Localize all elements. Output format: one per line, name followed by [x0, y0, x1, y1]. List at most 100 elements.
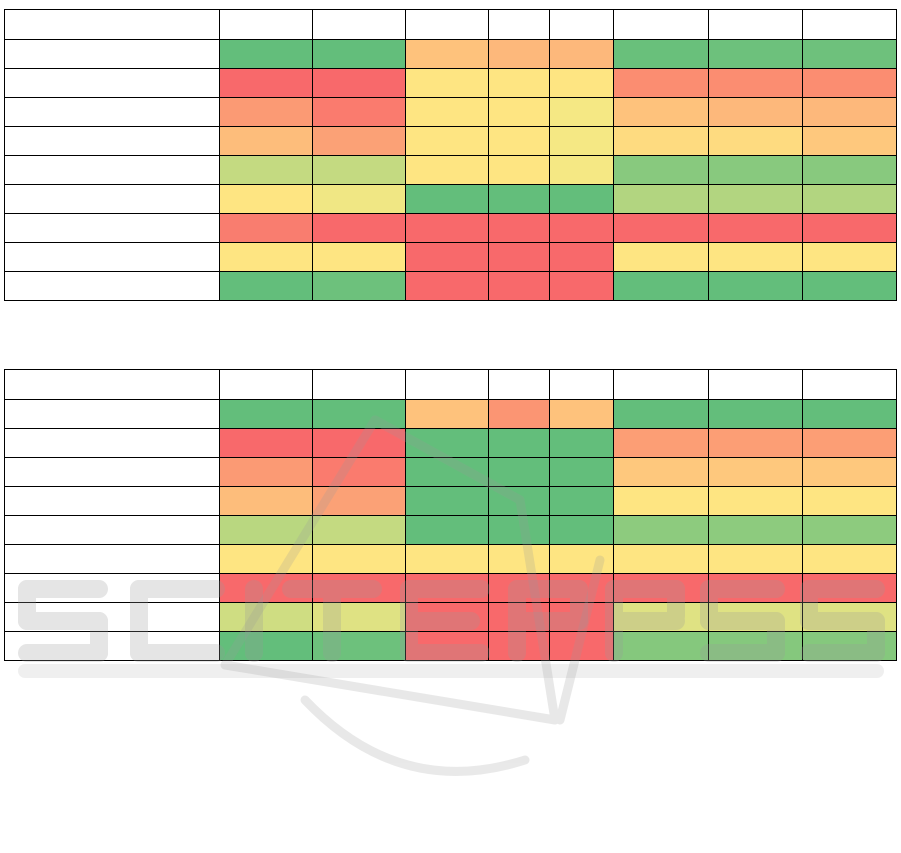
heatmap-cell	[802, 457, 897, 487]
heatmap-cell	[708, 428, 803, 458]
heatmap-cell	[405, 486, 489, 516]
heatmap-cell	[708, 126, 803, 156]
heatmap-cell	[708, 602, 803, 632]
heatmap-cell	[219, 369, 313, 400]
heatmap-row-label-cell	[4, 97, 220, 127]
heatmap-cell	[549, 631, 614, 661]
heatmap-cell	[802, 428, 897, 458]
heatmap-row	[4, 486, 897, 516]
heatmap-cell	[312, 155, 406, 185]
heatmap-cell	[802, 399, 897, 429]
heatmap-cell	[488, 631, 550, 661]
heatmap-cell	[708, 97, 803, 127]
heatmap-row	[4, 271, 897, 301]
heatmap-cell	[312, 399, 406, 429]
heatmap-row-label-cell	[4, 242, 220, 272]
heatmap-cell	[802, 97, 897, 127]
heatmap-cell	[549, 184, 614, 214]
heatmap-cell	[802, 68, 897, 98]
heatmap-cell	[549, 602, 614, 632]
heatmap-cell	[708, 155, 803, 185]
heatmap-cell	[488, 271, 550, 301]
heatmap-cell	[405, 631, 489, 661]
heatmap-row-label-cell	[4, 369, 220, 400]
heatmap-cell	[708, 631, 803, 661]
heatmap-row-label-cell	[4, 213, 220, 243]
heatmap-row-label-cell	[4, 271, 220, 301]
heatmap-cell	[488, 602, 550, 632]
heatmap-cell	[312, 631, 406, 661]
heatmap-row	[4, 213, 897, 243]
heatmap-cell	[219, 457, 313, 487]
heatmap-cell	[405, 213, 489, 243]
heatmap-cell	[708, 39, 803, 69]
heatmap-row-label-cell	[4, 515, 220, 545]
heatmap-cell	[613, 97, 709, 127]
heatmap-cell	[802, 573, 897, 603]
heatmap-cell	[613, 126, 709, 156]
heatmap-cell	[488, 213, 550, 243]
heatmap-cell	[488, 155, 550, 185]
heatmap-cell	[488, 428, 550, 458]
heatmap-cell	[405, 544, 489, 574]
heatmap-row	[4, 428, 897, 458]
heatmap-cell	[549, 155, 614, 185]
heatmap-cell	[708, 515, 803, 545]
heatmap-cell	[613, 515, 709, 545]
heatmap-cell	[708, 213, 803, 243]
heatmap-cell	[219, 486, 313, 516]
heatmap-cell	[802, 486, 897, 516]
heatmap-cell	[312, 126, 406, 156]
heatmap-row-label-cell	[4, 399, 220, 429]
heatmap-cell	[802, 9, 897, 40]
heatmap-cell	[219, 573, 313, 603]
heatmap-cell	[488, 544, 550, 574]
heatmap-row	[4, 97, 897, 127]
heatmap-cell	[312, 271, 406, 301]
heatmap-cell	[312, 9, 406, 40]
heatmap-cell	[802, 271, 897, 301]
heatmap-cell	[708, 271, 803, 301]
heatmap-row-label-cell	[4, 126, 220, 156]
heatmap-cell	[219, 544, 313, 574]
heatmap-cell	[613, 155, 709, 185]
heatmap-cell	[219, 515, 313, 545]
heatmap-cell	[405, 126, 489, 156]
heatmap-cell	[219, 631, 313, 661]
heatmap-cell	[613, 242, 709, 272]
heatmap-cell	[613, 428, 709, 458]
heatmap-cell	[802, 39, 897, 69]
heatmap-cell	[613, 184, 709, 214]
heatmap-row	[4, 155, 897, 185]
heatmap-cell	[488, 369, 550, 400]
heatmap-cell	[405, 573, 489, 603]
heatmap-row	[4, 457, 897, 487]
heatmap-cell	[549, 428, 614, 458]
heatmap-row-label-cell	[4, 544, 220, 574]
heatmap-cell	[405, 9, 489, 40]
heatmap-cell	[219, 242, 313, 272]
heatmap-cell	[488, 515, 550, 545]
heatmap-row-label-cell	[4, 631, 220, 661]
heatmap-cell	[549, 271, 614, 301]
heatmap-cell	[488, 486, 550, 516]
heatmap-cell	[708, 242, 803, 272]
heatmap-row	[4, 126, 897, 156]
heatmap-row-label-cell	[4, 39, 220, 69]
heatmap-cell	[312, 68, 406, 98]
heatmap-cell	[549, 9, 614, 40]
heatmap-cell	[405, 457, 489, 487]
heatmap-cell	[802, 213, 897, 243]
heatmap-cell	[549, 573, 614, 603]
heatmap-cell	[405, 515, 489, 545]
heatmap-cell	[549, 486, 614, 516]
heatmap-cell	[708, 573, 803, 603]
heatmap-cell	[549, 213, 614, 243]
heatmap-cell	[488, 68, 550, 98]
heatmap-cell	[405, 271, 489, 301]
heatmap-cell	[312, 369, 406, 400]
heatmap-cell	[312, 515, 406, 545]
heatmap-cell	[708, 68, 803, 98]
heatmap-cell	[802, 369, 897, 400]
heatmap-cell	[549, 39, 614, 69]
